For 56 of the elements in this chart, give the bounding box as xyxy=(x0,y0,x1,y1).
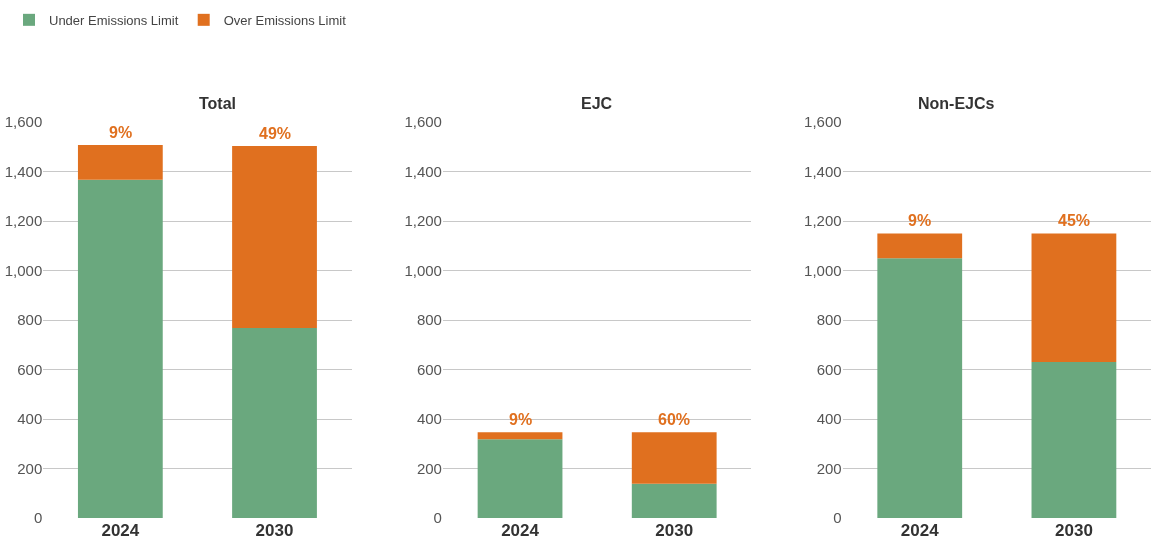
y-tick-label: 1,400 xyxy=(804,162,842,180)
y-tick-label: 600 xyxy=(816,360,842,378)
y-tick-label: 200 xyxy=(416,459,442,477)
bar xyxy=(477,439,563,518)
y-tick-label: 200 xyxy=(17,459,43,477)
y-tick-label: 1,200 xyxy=(804,212,842,230)
bar xyxy=(77,179,163,518)
bar xyxy=(232,327,317,518)
y-tick-label: 800 xyxy=(816,311,842,329)
y-tick-label: 600 xyxy=(416,360,442,378)
x-tick-label: 2024 xyxy=(101,521,140,540)
y-tick-label: 400 xyxy=(17,410,43,428)
y-tick-label: 1,600 xyxy=(804,113,842,131)
x-tick-label: 2030 xyxy=(255,521,294,540)
bar xyxy=(877,233,963,259)
x-tick-label: 2024 xyxy=(900,521,940,540)
bar xyxy=(631,432,717,484)
chart-title: Non-EJCs xyxy=(918,95,995,112)
y-tick-label: 200 xyxy=(816,459,842,477)
y-tick-label: 1,000 xyxy=(4,261,43,279)
annotation: 9% xyxy=(109,124,133,141)
annotation: 9% xyxy=(509,411,533,428)
legend-label: Over Emissions Limit xyxy=(223,12,347,28)
y-tick-label: 400 xyxy=(416,410,442,428)
annotation: 49% xyxy=(259,125,292,142)
x-tick-label: 2030 xyxy=(655,521,694,540)
y-tick-label: 0 xyxy=(833,509,842,527)
x-tick-label: 2030 xyxy=(1055,521,1093,540)
bar xyxy=(877,258,963,518)
chart-title: Total xyxy=(199,95,237,112)
y-tick-label: 1,400 xyxy=(4,162,43,180)
y-tick-label: 1,200 xyxy=(4,212,43,230)
bar xyxy=(631,483,717,518)
bar xyxy=(1031,233,1117,363)
y-tick-label: 1,400 xyxy=(404,162,442,180)
bar xyxy=(232,146,317,328)
annotation: 9% xyxy=(908,212,932,229)
bar xyxy=(477,432,563,440)
y-tick-label: 1,600 xyxy=(4,113,43,131)
y-tick-label: 800 xyxy=(416,311,442,329)
chart-title: EJC xyxy=(581,95,613,112)
y-tick-label: 1,200 xyxy=(404,212,442,230)
y-tick-label: 600 xyxy=(17,360,43,378)
bar xyxy=(77,145,163,180)
y-tick-label: 0 xyxy=(33,509,43,527)
bar xyxy=(1031,362,1117,518)
y-tick-label: 0 xyxy=(433,509,442,527)
y-tick-label: 400 xyxy=(816,410,842,428)
annotation: 45% xyxy=(1058,212,1091,229)
y-tick-label: 1,000 xyxy=(804,261,842,279)
legend-label: Under Emissions Limit xyxy=(49,12,179,28)
y-tick-label: 1,000 xyxy=(404,261,442,279)
x-tick-label: 2024 xyxy=(501,521,540,540)
annotation: 60% xyxy=(658,411,691,428)
y-tick-label: 1,600 xyxy=(404,113,442,131)
y-tick-label: 800 xyxy=(17,311,43,329)
